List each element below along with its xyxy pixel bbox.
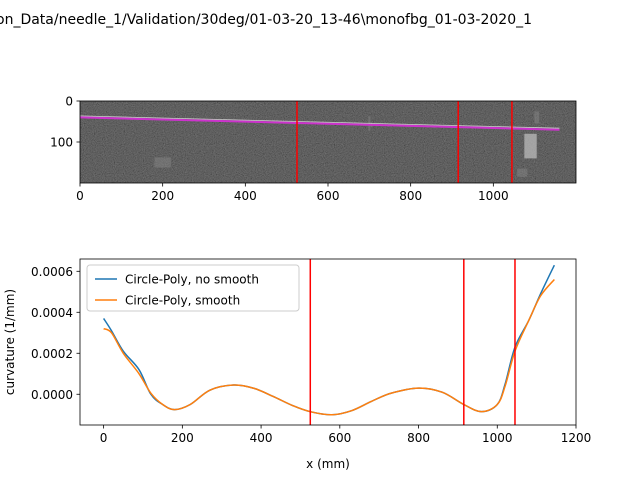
image-y-tick-label: 100 (50, 136, 73, 150)
plot-y-tick-label: 0.0002 (31, 347, 73, 361)
legend: Circle-Poly, no smooth Circle-Poly, smoot… (87, 265, 299, 311)
image-x-tick-label: 400 (234, 189, 257, 203)
figure-suptitle: on_Data/needle_1/Validation/30deg/01-03-… (0, 12, 532, 28)
image-bright-region (534, 111, 539, 123)
image-bright-region (524, 134, 536, 159)
legend-label: Circle-Poly, no smooth (125, 273, 259, 287)
legend-label: Circle-Poly, smooth (125, 294, 240, 308)
image-x-tick-label: 1000 (478, 189, 509, 203)
image-x-tick-label: 600 (317, 189, 340, 203)
plot-x-tick-label: 600 (328, 431, 351, 445)
image-x-tick-label: 800 (399, 189, 422, 203)
image-x-tick-label: 0 (76, 189, 84, 203)
needle-image-noise (80, 101, 576, 183)
x-axis-label: x (mm) (306, 457, 350, 471)
plot-x-tick-label: 400 (250, 431, 273, 445)
image-bright-region (517, 169, 527, 177)
plot-x-tick-label: 1000 (482, 431, 513, 445)
needle-image-axes: 0 200 400 600 800 1000 0 100 (50, 95, 576, 204)
plot-y-tick-label: 0.0004 (31, 306, 73, 320)
plot-y-tick-label: 0.0006 (31, 265, 73, 279)
plot-y-tick-label: 0.0000 (31, 388, 73, 402)
plot-x-tick-label: 1200 (561, 431, 592, 445)
plot-x-tick-label: 800 (407, 431, 430, 445)
y-axis-label: curvature (1/mm) (3, 289, 17, 395)
image-x-tick-label: 200 (151, 189, 174, 203)
image-bright-region (154, 157, 171, 167)
plot-x-tick-label: 200 (171, 431, 194, 445)
image-y-tick-label: 0 (65, 95, 73, 109)
curvature-plot-axes: 0 200 400 600 800 1000 1200 0.0000 0.0002 0.0004 0… (3, 259, 591, 471)
plot-x-tick-label: 0 (100, 431, 108, 445)
